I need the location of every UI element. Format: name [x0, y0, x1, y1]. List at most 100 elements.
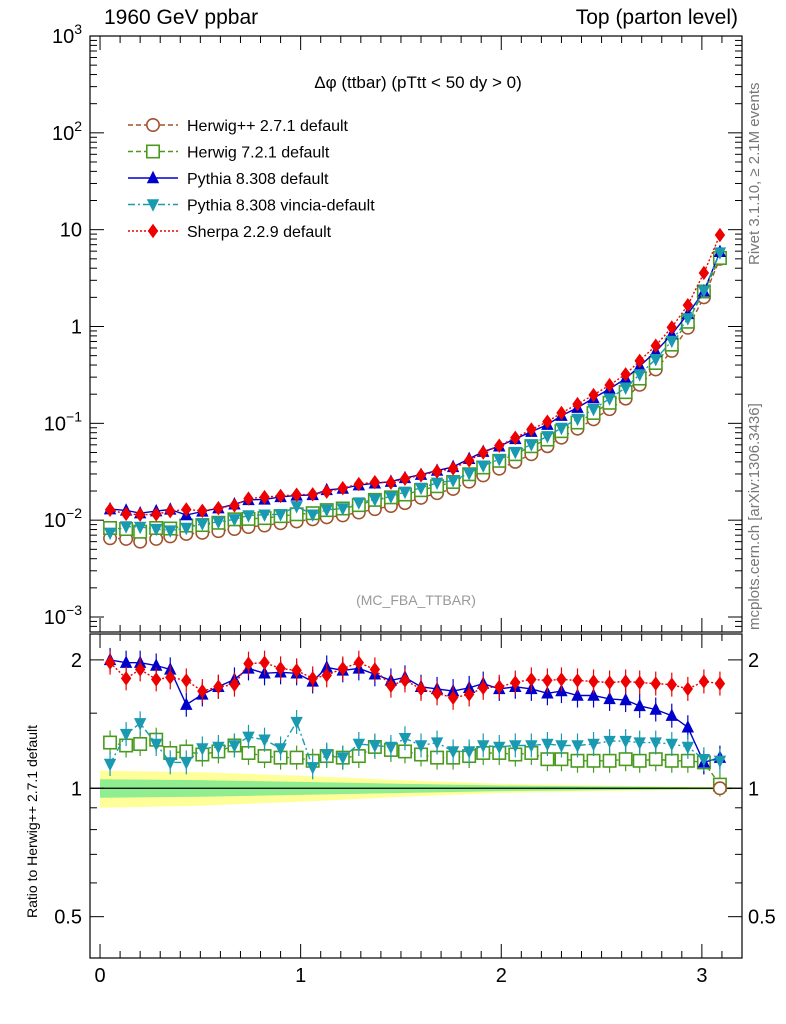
main-y-tick-label: 10−3	[44, 602, 82, 629]
ratio-data-point	[243, 656, 254, 671]
ratio-data-point	[446, 746, 460, 759]
ratio-data-point	[258, 734, 271, 747]
data-point	[321, 484, 332, 499]
ratio-data-point	[634, 675, 645, 690]
ratio-data-point	[666, 677, 677, 692]
ratio-data-point	[571, 740, 584, 753]
ratio-data-point	[306, 762, 319, 775]
data-point	[274, 509, 287, 522]
ratio-data-point	[150, 738, 163, 752]
data-point	[463, 453, 475, 468]
ratio-data-point	[229, 677, 240, 692]
ratio-data-point	[133, 718, 147, 731]
data-point	[150, 523, 163, 537]
data-point	[151, 507, 162, 522]
ratio-data-point	[119, 728, 133, 742]
main-y-tick-label: 10	[60, 220, 82, 242]
ratio-data-point	[415, 681, 427, 697]
data-point	[431, 464, 443, 479]
ratio-y-tick-label-right: 2	[748, 650, 759, 672]
ratio-data-point	[257, 749, 272, 764]
legend-entry-label: Pythia 8.308 default	[187, 171, 329, 188]
data-point	[541, 431, 554, 444]
data-point	[399, 471, 411, 486]
data-point	[120, 506, 132, 522]
data-point	[414, 482, 428, 496]
main-series-1	[103, 250, 727, 539]
legend-marker	[146, 118, 161, 133]
ratio-data-point	[477, 740, 490, 753]
data-point	[353, 476, 365, 492]
data-point	[634, 353, 645, 369]
data-point	[494, 438, 505, 453]
data-point	[604, 377, 615, 393]
data-point	[509, 446, 522, 460]
data-point	[242, 510, 255, 523]
data-point	[697, 285, 711, 298]
legend-marker	[146, 144, 161, 159]
ratio-data-point	[603, 691, 616, 705]
data-point	[181, 502, 192, 517]
x-tick-label: 2	[496, 965, 507, 987]
data-point	[478, 445, 489, 460]
data-point	[119, 521, 133, 534]
ratio-data-point	[120, 671, 132, 686]
ratio-data-point	[603, 735, 616, 749]
ratio-data-point	[259, 655, 270, 670]
header-energy-label: 1960 GeV ppbar	[104, 6, 259, 29]
data-point	[306, 509, 319, 522]
data-point	[134, 507, 146, 522]
ratio-data-point	[478, 680, 489, 696]
data-point	[525, 439, 538, 452]
main-series-0	[103, 251, 727, 549]
data-point	[665, 335, 678, 349]
ratio-data-point	[196, 743, 209, 756]
ratio-data-point	[197, 683, 208, 699]
ratio-reference-marker-group	[712, 781, 727, 796]
ratio-data-point	[633, 698, 646, 712]
data-point	[290, 501, 303, 514]
data-point	[180, 522, 193, 536]
ratio-data-point	[290, 716, 303, 730]
data-point	[384, 491, 398, 504]
ratio-y-tick-label-right: 0.5	[748, 907, 776, 929]
data-point	[649, 353, 662, 367]
data-point	[588, 387, 599, 403]
data-point	[164, 525, 177, 538]
ratio-data-point	[555, 740, 568, 753]
ratio-data-point	[274, 743, 287, 756]
ratio-data-point	[494, 679, 505, 694]
data-point	[713, 247, 727, 260]
main-series-3	[103, 247, 727, 541]
ratio-data-point	[649, 737, 662, 750]
ratio-y-tick-label: 0.5	[54, 907, 82, 929]
data-point	[430, 477, 444, 491]
series-line	[110, 257, 721, 533]
ratio-data-point	[275, 661, 286, 676]
x-tick-label: 3	[696, 965, 707, 987]
ratio-data-point	[665, 708, 678, 721]
data-point	[603, 393, 616, 406]
data-point	[620, 367, 631, 382]
ratio-data-point	[648, 752, 663, 767]
data-point	[714, 227, 726, 243]
data-point	[337, 480, 348, 496]
ratio-series-4	[104, 650, 726, 710]
data-point	[681, 313, 695, 326]
data-point	[165, 503, 176, 519]
ratio-data-point	[649, 702, 662, 715]
data-point	[633, 369, 646, 382]
ratio-data-point	[587, 738, 600, 752]
data-point	[275, 488, 286, 504]
data-point	[212, 516, 225, 530]
ratio-data-point	[212, 741, 225, 755]
data-point	[682, 297, 694, 313]
main-plot-frame	[89, 35, 743, 633]
data-point	[336, 503, 349, 516]
ratio-y-tick-label-right: 1	[748, 778, 759, 800]
ratio-data-point	[619, 692, 632, 706]
ratio-data-point	[588, 674, 599, 689]
ratio-data-point	[430, 737, 444, 750]
legend-entry-label: Sherpa 2.2.9 default	[187, 224, 332, 241]
ratio-data-point	[714, 676, 726, 691]
